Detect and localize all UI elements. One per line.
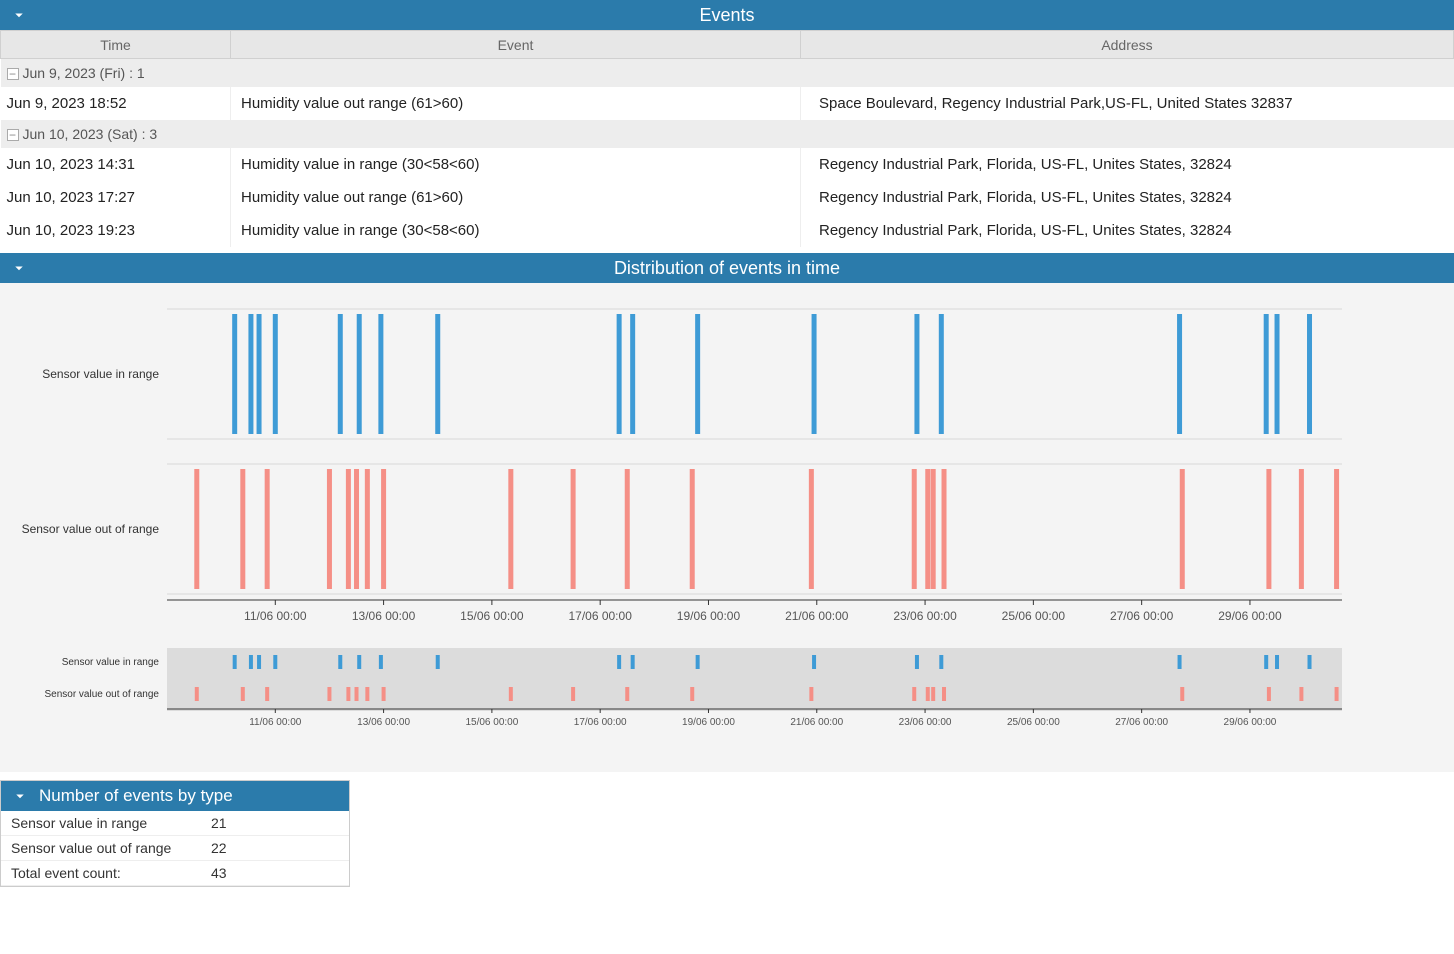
table-row: Total event count:43 <box>1 861 349 886</box>
table-row[interactable]: Jun 10, 2023 17:27Humidity value out ran… <box>1 181 1454 214</box>
svg-text:Sensor value in range: Sensor value in range <box>42 367 159 381</box>
svg-text:21/06 00:00: 21/06 00:00 <box>790 717 843 728</box>
event-address: Regency Industrial Park, Florida, US-FL,… <box>801 148 1454 181</box>
svg-text:23/06 00:00: 23/06 00:00 <box>899 717 952 728</box>
svg-text:Sensor value out of range: Sensor value out of range <box>22 522 160 536</box>
svg-text:13/06 00:00: 13/06 00:00 <box>357 717 410 728</box>
collapse-icon[interactable]: − <box>7 129 19 141</box>
summary-value: 21 <box>201 811 349 836</box>
svg-text:11/06 00:00: 11/06 00:00 <box>244 609 307 623</box>
event-address: Regency Industrial Park, Florida, US-FL,… <box>801 214 1454 247</box>
chevron-down-icon[interactable] <box>10 259 28 277</box>
svg-text:17/06 00:00: 17/06 00:00 <box>574 717 627 728</box>
svg-text:Sensor value in range: Sensor value in range <box>62 657 160 668</box>
distribution-chart: Sensor value in range Sensor value out of… <box>2 289 1352 759</box>
svg-text:15/06 00:00: 15/06 00:00 <box>465 717 518 728</box>
collapse-icon[interactable]: − <box>7 68 19 80</box>
svg-text:25/06 00:00: 25/06 00:00 <box>1002 609 1066 623</box>
events-col-event[interactable]: Event <box>231 31 801 59</box>
events-panel-title: Events <box>699 5 754 25</box>
svg-text:29/06 00:00: 29/06 00:00 <box>1218 609 1282 623</box>
table-row[interactable]: Jun 10, 2023 14:31Humidity value in rang… <box>1 148 1454 181</box>
svg-text:Sensor value out of range: Sensor value out of range <box>44 689 159 700</box>
summary-value: 22 <box>201 836 349 861</box>
svg-text:11/06 00:00: 11/06 00:00 <box>249 717 302 728</box>
svg-text:21/06 00:00: 21/06 00:00 <box>785 609 849 623</box>
event-description: Humidity value out range (61>60) <box>231 87 801 120</box>
svg-text:19/06 00:00: 19/06 00:00 <box>677 609 741 623</box>
distribution-panel-header: Distribution of events in time <box>0 253 1454 283</box>
event-address: Space Boulevard, Regency Industrial Park… <box>801 87 1454 120</box>
events-group-label: Jun 10, 2023 (Sat) : 3 <box>23 126 158 142</box>
table-row: Sensor value in range21 <box>1 811 349 836</box>
svg-text:17/06 00:00: 17/06 00:00 <box>568 609 632 623</box>
svg-text:25/06 00:00: 25/06 00:00 <box>1007 717 1060 728</box>
svg-text:19/06 00:00: 19/06 00:00 <box>682 717 735 728</box>
events-col-address[interactable]: Address <box>801 31 1454 59</box>
events-table: Time Event Address −Jun 9, 2023 (Fri) : … <box>0 30 1454 247</box>
summary-value: 43 <box>201 861 349 886</box>
event-time: Jun 10, 2023 17:27 <box>1 181 231 214</box>
svg-text:27/06 00:00: 27/06 00:00 <box>1110 609 1174 623</box>
distribution-chart-area: Sensor value in range Sensor value out of… <box>0 283 1454 772</box>
summary-label: Total event count: <box>1 861 201 886</box>
events-group-label: Jun 9, 2023 (Fri) : 1 <box>23 65 145 81</box>
summary-label: Sensor value in range <box>1 811 201 836</box>
table-row[interactable]: Jun 9, 2023 18:52Humidity value out rang… <box>1 87 1454 120</box>
summary-table: Sensor value in range21Sensor value out … <box>1 811 349 886</box>
event-time: Jun 9, 2023 18:52 <box>1 87 231 120</box>
svg-text:13/06 00:00: 13/06 00:00 <box>352 609 416 623</box>
event-description: Humidity value in range (30<58<60) <box>231 214 801 247</box>
event-time: Jun 10, 2023 14:31 <box>1 148 231 181</box>
svg-text:15/06 00:00: 15/06 00:00 <box>460 609 524 623</box>
events-group-row[interactable]: −Jun 9, 2023 (Fri) : 1 <box>1 59 1454 88</box>
chevron-down-icon[interactable] <box>10 6 28 24</box>
summary-panel-title: Number of events by type <box>39 786 233 805</box>
summary-label: Sensor value out of range <box>1 836 201 861</box>
svg-text:27/06 00:00: 27/06 00:00 <box>1115 717 1168 728</box>
distribution-panel-title: Distribution of events in time <box>614 258 840 278</box>
event-description: Humidity value in range (30<58<60) <box>231 148 801 181</box>
chevron-down-icon[interactable] <box>11 787 29 805</box>
table-row[interactable]: Jun 10, 2023 19:23Humidity value in rang… <box>1 214 1454 247</box>
event-time: Jun 10, 2023 19:23 <box>1 214 231 247</box>
summary-panel-header: Number of events by type <box>1 781 349 811</box>
events-col-time[interactable]: Time <box>1 31 231 59</box>
event-description: Humidity value out range (61>60) <box>231 181 801 214</box>
events-group-row[interactable]: −Jun 10, 2023 (Sat) : 3 <box>1 120 1454 148</box>
event-address: Regency Industrial Park, Florida, US-FL,… <box>801 181 1454 214</box>
table-row: Sensor value out of range22 <box>1 836 349 861</box>
svg-text:23/06 00:00: 23/06 00:00 <box>893 609 957 623</box>
svg-text:29/06 00:00: 29/06 00:00 <box>1224 717 1277 728</box>
events-panel-header: Events <box>0 0 1454 30</box>
